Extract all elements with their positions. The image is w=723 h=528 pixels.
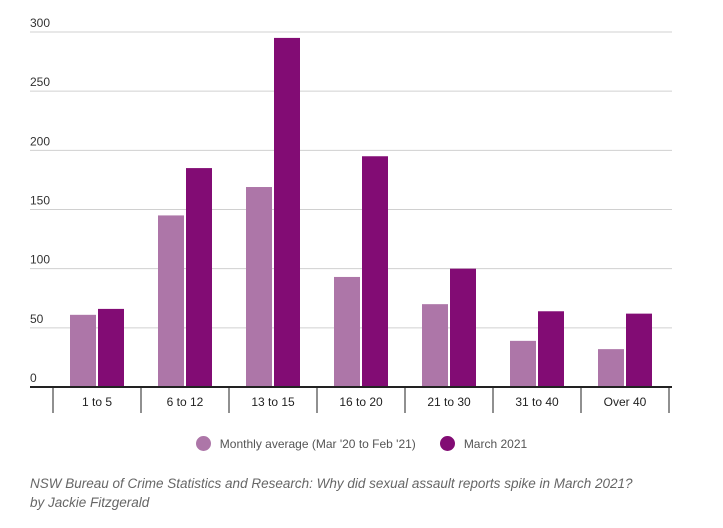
bar — [450, 268, 476, 387]
gridlines — [30, 31, 672, 329]
bar — [70, 314, 96, 387]
y-tick-label: 150 — [30, 194, 50, 208]
x-tick-label: 31 to 40 — [515, 395, 559, 409]
legend: Monthly average (Mar '20 to Feb '21) Mar… — [0, 436, 723, 451]
bar — [158, 215, 184, 387]
y-tick-label: 250 — [30, 75, 50, 89]
y-tick-label: 0 — [30, 371, 37, 385]
legend-item-monthly-average: Monthly average (Mar '20 to Feb '21) — [195, 436, 416, 451]
source-line: NSW Bureau of Crime Statistics and Resea… — [30, 476, 633, 491]
legend-swatch-march-2021 — [439, 436, 455, 451]
source-author: by Jackie Fitzgerald — [30, 495, 150, 510]
x-tick-label: 1 to 5 — [82, 395, 112, 409]
y-tick-label: 300 — [30, 16, 50, 30]
bar — [362, 156, 388, 387]
x-tick-label: 16 to 20 — [339, 395, 383, 409]
x-tick-label: Over 40 — [604, 395, 647, 409]
bar — [538, 311, 564, 387]
bar — [246, 187, 272, 387]
bar — [334, 276, 360, 387]
bar-chart: 0 50 100 150 200 250 300 1 to 5 6 to 12 13 to 15… — [30, 16, 672, 413]
x-tick-label: 13 to 15 — [251, 395, 295, 409]
bar — [274, 37, 300, 388]
source-credit: NSW Bureau of Crime Statistics and Resea… — [30, 474, 710, 512]
x-axis: 1 to 5 6 to 12 13 to 15 16 to 20 21 to 30 31 … — [30, 386, 672, 413]
legend-label-monthly-average: Monthly average (Mar '20 to Feb '21) — [219, 436, 416, 451]
bar — [186, 168, 212, 387]
bar — [98, 308, 124, 387]
bar — [422, 304, 448, 387]
legend-item-march-2021: March 2021 — [439, 436, 528, 451]
bar — [598, 349, 624, 387]
bar — [510, 340, 536, 387]
y-tick-label: 200 — [30, 134, 50, 148]
bars — [70, 37, 652, 388]
legend-swatch-monthly-average — [195, 436, 211, 451]
legend-label-march-2021: March 2021 — [463, 436, 528, 451]
y-tick-label: 100 — [30, 253, 50, 267]
y-tick-label: 50 — [30, 312, 44, 326]
x-tick-label: 21 to 30 — [427, 395, 471, 409]
bar — [626, 313, 652, 387]
y-axis-ticks: 0 50 100 150 200 250 300 — [30, 16, 50, 385]
x-tick-label: 6 to 12 — [167, 395, 204, 409]
